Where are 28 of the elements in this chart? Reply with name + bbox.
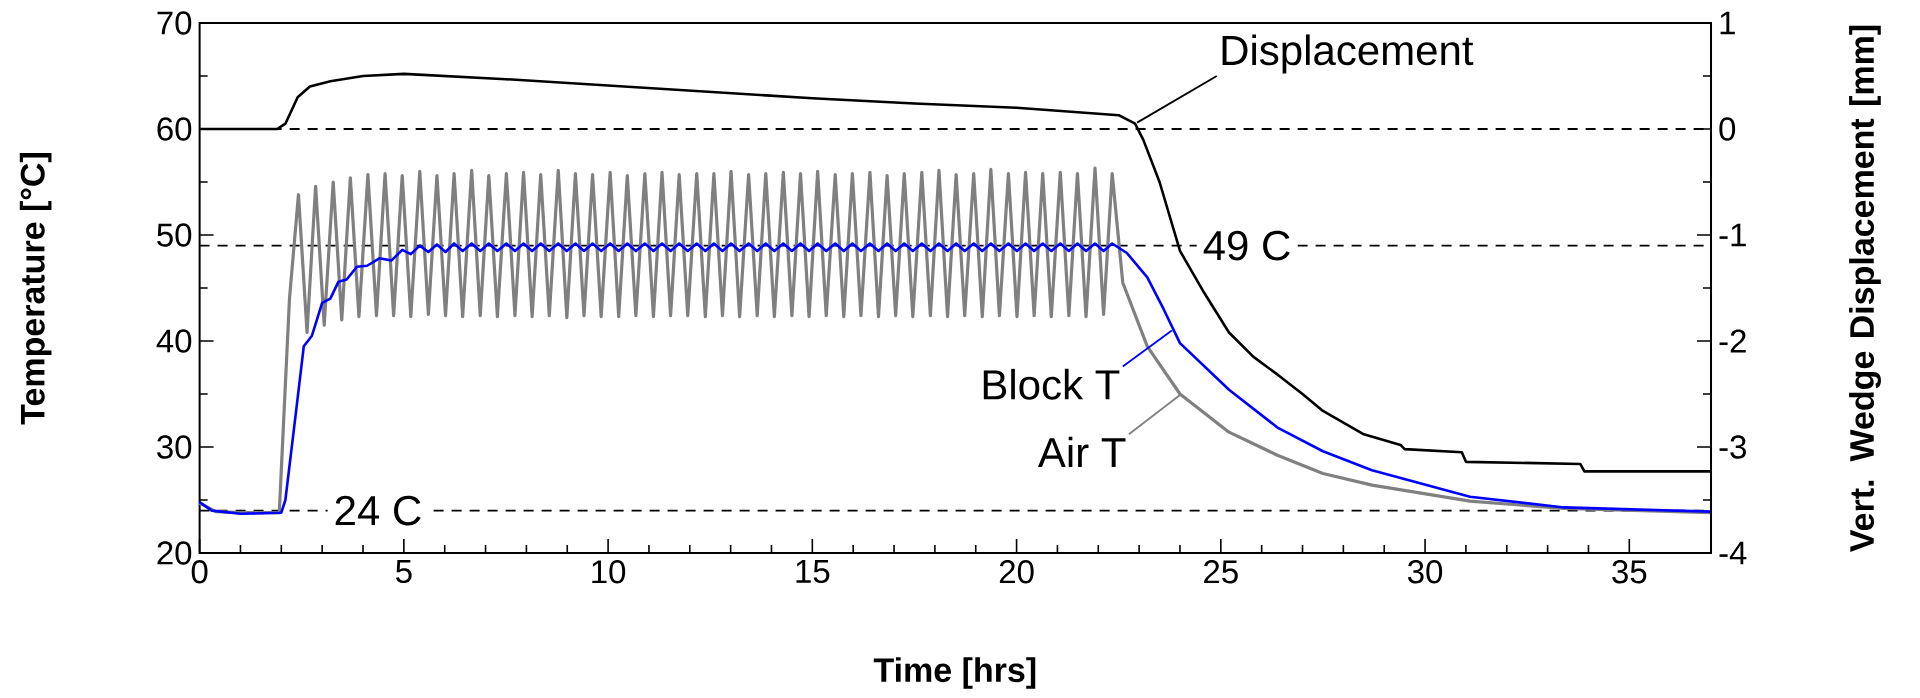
x-tick-label: 5 <box>396 560 412 584</box>
y-tick-label: 70 <box>157 11 192 35</box>
y-tick-label: 20 <box>157 541 192 565</box>
y2-tick-label: -4 <box>1719 541 1747 565</box>
y-tick-label: 50 <box>157 223 192 247</box>
x-tick-label: 15 <box>796 560 830 584</box>
x-tick-label: 30 <box>1407 560 1443 584</box>
y2-tick-label: 0 <box>1719 117 1736 141</box>
x-tick-label: 35 <box>1612 560 1647 584</box>
x-tick-label: 0 <box>191 560 208 584</box>
y-tick-label: 30 <box>157 435 192 459</box>
legend-label: Air T <box>1037 436 1126 468</box>
x-tick-label: 10 <box>592 560 626 584</box>
y2-tick-label: -1 <box>1719 223 1746 247</box>
y2-tick-label: 1 <box>1720 11 1735 35</box>
y-tick-label: 60 <box>157 117 192 141</box>
ref-line-label: 49 C <box>1203 230 1290 261</box>
x-tick-label: 20 <box>999 560 1034 584</box>
y2-axis-title: Vert. Wedge Displacement [mm] <box>1849 25 1881 552</box>
legend-label: Block T <box>983 368 1120 400</box>
text: Displacement <box>1222 34 1474 74</box>
y-axis-title: Temperature [°C] <box>19 153 52 425</box>
y-tick-label: 40 <box>156 329 192 353</box>
x-axis-title: Time [hrs] <box>873 657 1036 689</box>
y2-tick-label: -3 <box>1719 435 1746 459</box>
x-tick-label: 25 <box>1204 560 1238 584</box>
y2-tick-label: -2 <box>1719 329 1746 353</box>
ref-line-label: 24 C <box>335 495 421 526</box>
